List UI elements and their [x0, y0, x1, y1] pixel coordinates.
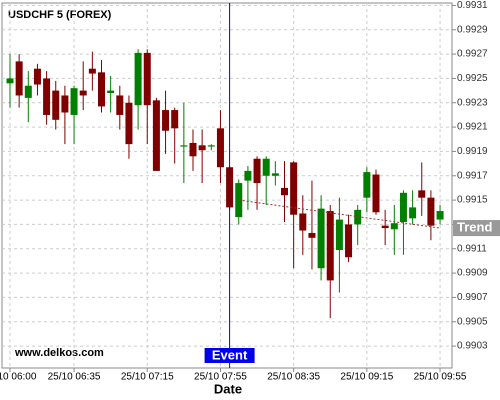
candle-body — [436, 211, 444, 220]
candle-body — [79, 90, 87, 96]
candle-body — [372, 174, 380, 213]
candle-body — [271, 173, 279, 176]
candle-body — [189, 142, 197, 157]
candle-body — [6, 78, 14, 84]
candle-body — [70, 88, 78, 115]
y-tick-label: 0.9929 — [457, 24, 488, 35]
candle-body — [33, 68, 41, 85]
candle-body — [317, 208, 325, 269]
candle-body — [162, 110, 170, 131]
candle-body — [98, 72, 105, 107]
candle-body — [143, 52, 151, 106]
candle-body — [281, 187, 288, 196]
candle-body — [216, 128, 224, 168]
candle-body — [207, 145, 215, 147]
candle-body — [390, 223, 398, 230]
y-tick-label: 0.9921 — [457, 122, 488, 133]
y-tick-label: 0.9911 — [457, 243, 487, 254]
y-tick-label: 0.9927 — [457, 49, 488, 60]
plot-frame — [1, 2, 453, 369]
y-tick-label: 0.9903 — [457, 341, 488, 352]
candle-body — [253, 158, 261, 184]
candle-body — [345, 224, 353, 258]
y-tick-label: 0.9931 — [457, 0, 488, 11]
candle-body — [326, 211, 334, 281]
candle-body — [24, 85, 32, 98]
candle-body — [427, 197, 435, 226]
x-tick-label: 25/10 06:00 — [0, 372, 37, 383]
candle-body — [299, 213, 307, 231]
y-tick-label: 0.9923 — [457, 97, 488, 108]
candle-body — [61, 95, 69, 113]
candle-body — [107, 90, 115, 94]
candle-body — [418, 190, 426, 198]
candle-body — [244, 170, 252, 181]
x-tick-label: 25/10 07:55 — [194, 372, 247, 383]
candle-body — [125, 102, 133, 145]
event-label-box — [204, 348, 255, 363]
y-tick-label: 0.9915 — [457, 195, 488, 206]
x-tick-label: 25/10 09:55 — [414, 372, 467, 383]
trend-label-box — [453, 220, 500, 237]
candle-body — [308, 232, 316, 238]
y-tick-label: 0.9925 — [457, 73, 488, 84]
chart-title: USDCHF 5 (FOREX) — [8, 9, 112, 21]
candle-body — [198, 145, 206, 151]
candle-body — [171, 110, 179, 129]
trend-label: Trend — [457, 220, 492, 235]
candle-body — [381, 225, 389, 229]
y-tick-label: 0.9917 — [457, 170, 488, 181]
x-axis-label: Date — [214, 381, 242, 396]
candle-body — [262, 158, 270, 176]
candle-body — [180, 145, 188, 147]
y-tick-label: 0.9919 — [457, 146, 488, 157]
candle-body — [363, 172, 371, 198]
candle-body — [88, 68, 96, 74]
candle-body — [399, 192, 407, 222]
candle-body — [152, 100, 160, 171]
x-tick-label: 25/10 08:35 — [267, 372, 320, 383]
candle-body — [335, 219, 343, 250]
event-label: Event — [212, 347, 248, 362]
y-tick-label: 0.9909 — [457, 268, 488, 279]
candle-body — [43, 78, 51, 115]
x-tick-label: 25/10 06:35 — [48, 372, 101, 383]
x-tick-label: 25/10 07:15 — [121, 372, 174, 383]
watermark: www.delkos.com — [14, 347, 104, 359]
trend-line — [238, 199, 441, 229]
candle-body — [52, 90, 60, 120]
candle-body — [134, 52, 142, 106]
candle-body — [15, 61, 23, 96]
candle-body — [116, 95, 124, 115]
candle-body — [290, 162, 298, 215]
candle-body — [409, 207, 417, 219]
x-tick-label: 25/10 09:15 — [340, 372, 393, 383]
y-tick-label: 0.9907 — [457, 292, 488, 303]
y-tick-label: 0.9905 — [457, 316, 488, 327]
